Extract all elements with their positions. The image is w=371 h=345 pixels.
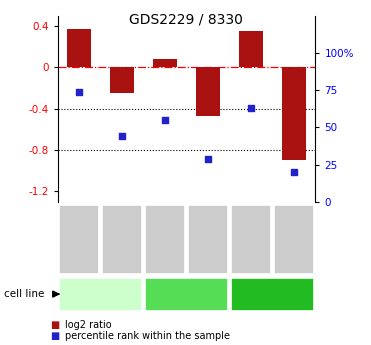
Point xyxy=(205,156,211,161)
Text: GSM29583: GSM29583 xyxy=(118,219,127,260)
Text: ■: ■ xyxy=(50,331,59,341)
Text: JA: JA xyxy=(181,289,192,299)
Text: Amy: Amy xyxy=(88,289,113,299)
Text: GDS2229 / 8330: GDS2229 / 8330 xyxy=(129,13,242,27)
Text: GSM29582: GSM29582 xyxy=(75,219,83,260)
Bar xyxy=(67,29,91,67)
Bar xyxy=(153,59,177,67)
Bar xyxy=(282,67,306,160)
Text: log2 ratio: log2 ratio xyxy=(65,320,112,330)
Text: GSM29577: GSM29577 xyxy=(289,219,298,260)
Point xyxy=(119,134,125,139)
Text: GSM29578: GSM29578 xyxy=(160,219,170,260)
Bar xyxy=(110,67,134,93)
Point xyxy=(162,117,168,122)
Text: ■: ■ xyxy=(50,320,59,330)
Text: JB: JB xyxy=(267,289,278,299)
Bar xyxy=(239,31,263,67)
Text: cell line: cell line xyxy=(4,289,45,299)
Point xyxy=(248,105,254,111)
Point xyxy=(76,89,82,94)
Text: GSM29580: GSM29580 xyxy=(203,219,213,260)
Bar xyxy=(196,67,220,116)
Text: GSM29576: GSM29576 xyxy=(246,219,255,260)
Point xyxy=(291,169,297,175)
Text: percentile rank within the sample: percentile rank within the sample xyxy=(65,331,230,341)
